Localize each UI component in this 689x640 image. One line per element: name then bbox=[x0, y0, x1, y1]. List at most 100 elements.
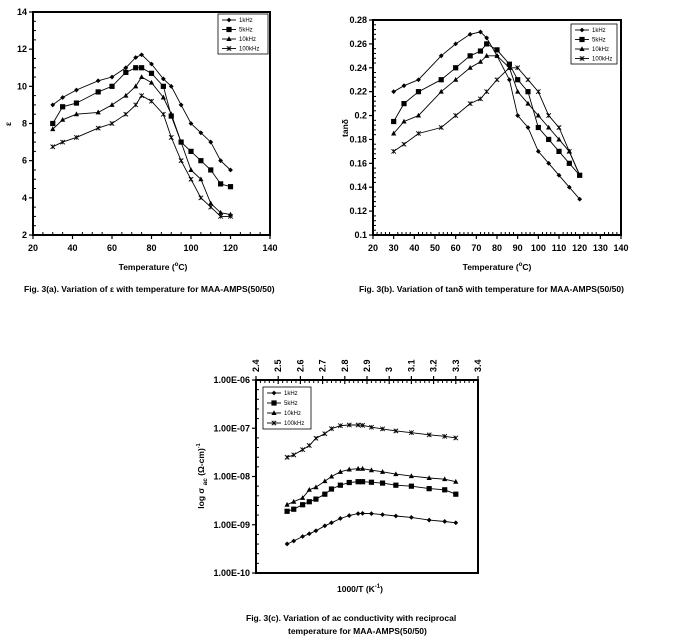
y-tick-label: 0.22 bbox=[349, 87, 367, 97]
series-1kHz bbox=[284, 510, 459, 547]
data-point-100kHz bbox=[494, 77, 500, 83]
data-point-10kHz bbox=[300, 495, 306, 500]
legend-label-5kHz: 5kHz bbox=[284, 401, 298, 407]
data-point-10kHz bbox=[391, 130, 397, 136]
y-tick-label: 14 bbox=[17, 7, 27, 17]
x-axis-label-end: ) bbox=[380, 584, 383, 594]
x-tick-label: 2.4 bbox=[251, 359, 261, 372]
data-point-10kHz bbox=[359, 465, 366, 471]
data-point-100kHz bbox=[566, 148, 572, 154]
data-point-10kHz bbox=[415, 112, 422, 118]
x-tick-label: 100 bbox=[183, 243, 198, 253]
data-point-5kHz bbox=[188, 148, 194, 154]
data-point-10kHz bbox=[453, 478, 459, 484]
data-point-5kHz bbox=[546, 136, 552, 143]
data-point-1kHz bbox=[346, 513, 352, 518]
data-point-100kHz bbox=[355, 422, 361, 428]
data-point-1kHz bbox=[515, 113, 521, 118]
data-point-100kHz bbox=[401, 141, 407, 147]
data-point-10kHz bbox=[525, 100, 531, 106]
y-axis-label: log σ ac (Ω-cm)-1 bbox=[196, 443, 209, 508]
series-line-1kHz bbox=[52, 54, 231, 171]
y-tick-label: 1.00E-09 bbox=[213, 520, 250, 530]
legend-label-100kHz: 100kHz bbox=[284, 421, 304, 427]
series-line-10kHz bbox=[393, 55, 581, 176]
data-point-10kHz bbox=[188, 167, 194, 172]
x-tick-label: 3.2 bbox=[429, 359, 439, 372]
data-point-1kHz bbox=[507, 77, 512, 83]
data-point-100kHz bbox=[453, 435, 459, 441]
data-point-5kHz bbox=[438, 77, 444, 83]
data-point-10kHz bbox=[73, 111, 80, 117]
data-point-5kHz bbox=[123, 69, 129, 75]
x-tick-label: 20 bbox=[368, 243, 378, 253]
data-point-100kHz bbox=[506, 65, 512, 71]
data-point-5kHz bbox=[337, 482, 343, 488]
y-tick-label: 0.12 bbox=[349, 206, 367, 216]
data-point-10kHz bbox=[438, 88, 444, 94]
legend-marker-5kHz bbox=[271, 400, 277, 406]
legend: 1kHz 5kHz 10kHz 100kHz bbox=[217, 13, 269, 55]
legend-marker-10kHz bbox=[226, 36, 232, 41]
data-point-5kHz bbox=[368, 479, 375, 485]
data-point-100kHz bbox=[535, 89, 541, 95]
legend-label-100kHz: 100kHz bbox=[592, 57, 612, 63]
data-point-1kHz bbox=[546, 160, 552, 166]
data-point-5kHz bbox=[300, 502, 306, 508]
data-point-5kHz bbox=[160, 83, 166, 89]
data-point-100kHz bbox=[109, 120, 115, 127]
data-point-1kHz bbox=[535, 148, 541, 154]
data-point-1kHz bbox=[160, 76, 166, 82]
x-axis-label: Temperature (oC) bbox=[463, 262, 532, 272]
data-point-5kHz bbox=[408, 483, 414, 489]
data-point-10kHz bbox=[50, 126, 56, 132]
data-point-100kHz bbox=[95, 125, 101, 131]
x-tick-label: 100 bbox=[531, 243, 546, 253]
data-point-100kHz bbox=[218, 213, 224, 219]
x-tick-label: 3.1 bbox=[406, 359, 416, 372]
y-tick-label: 1.00E-10 bbox=[213, 568, 250, 578]
legend-label-5kHz: 5kHz bbox=[239, 28, 253, 34]
series-100kHz bbox=[284, 422, 459, 460]
caption-fig-3b: Fig. 3(b). Variation of tanδ with temper… bbox=[359, 284, 624, 294]
data-point-1kHz bbox=[178, 102, 184, 108]
y-tick-label: 8 bbox=[22, 119, 27, 129]
data-point-5kHz bbox=[291, 506, 297, 512]
data-point-5kHz bbox=[359, 479, 366, 485]
data-point-1kHz bbox=[391, 89, 397, 95]
legend-label-100kHz: 100kHz bbox=[239, 47, 259, 53]
y-axis-label-main: log σ bbox=[196, 485, 206, 508]
series-line-100kHz bbox=[286, 424, 456, 458]
data-point-1kHz bbox=[188, 121, 194, 126]
x-tick-label: 2.9 bbox=[362, 359, 372, 372]
legend-box bbox=[570, 23, 618, 65]
data-point-100kHz bbox=[438, 124, 444, 131]
data-point-1kHz bbox=[74, 87, 79, 93]
x-axis-label: 1000/T (K-1) bbox=[337, 584, 383, 594]
data-point-100kHz bbox=[291, 452, 297, 458]
data-point-5kHz bbox=[60, 104, 66, 110]
data-point-10kHz bbox=[401, 118, 407, 124]
data-point-10kHz bbox=[546, 124, 552, 130]
data-point-10kHz bbox=[208, 200, 214, 206]
x-axis-label-main: Temperature ( bbox=[119, 262, 175, 272]
data-point-1kHz bbox=[355, 511, 361, 517]
data-point-10kHz bbox=[494, 53, 500, 58]
x-tick-label: 30 bbox=[389, 243, 399, 253]
data-point-1kHz bbox=[369, 511, 374, 517]
x-tick-label: 90 bbox=[513, 243, 523, 253]
data-point-10kHz bbox=[467, 64, 473, 70]
y-tick-label: 0.24 bbox=[349, 63, 367, 73]
data-point-5kHz bbox=[95, 89, 101, 95]
data-point-5kHz bbox=[148, 70, 155, 76]
x-tick-label: 2.6 bbox=[295, 359, 305, 372]
data-point-5kHz bbox=[393, 482, 399, 488]
data-point-1kHz bbox=[401, 83, 407, 89]
data-point-100kHz bbox=[148, 98, 155, 104]
data-point-10kHz bbox=[306, 487, 312, 492]
data-point-10kHz bbox=[178, 139, 184, 145]
data-point-10kHz bbox=[133, 83, 139, 89]
data-point-5kHz bbox=[535, 124, 541, 131]
data-point-100kHz bbox=[198, 195, 204, 201]
data-point-100kHz bbox=[178, 158, 184, 164]
